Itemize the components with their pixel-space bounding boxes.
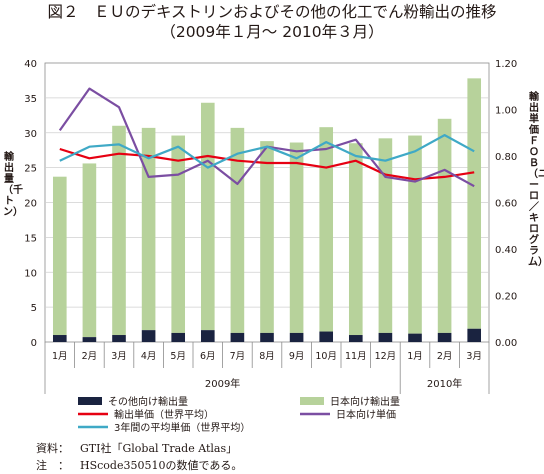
category-label: 3月 xyxy=(466,351,482,362)
right-tick-label: 1.00 xyxy=(495,106,517,117)
bar-other-export xyxy=(230,332,245,342)
bar-other-export xyxy=(112,335,126,342)
category-label: 2月 xyxy=(82,351,98,362)
category-label: 6月 xyxy=(200,351,216,362)
right-tick-label: 0.60 xyxy=(495,199,517,210)
bar-other-export xyxy=(408,333,422,342)
bar-japan-export xyxy=(467,78,482,329)
bar-other-export xyxy=(260,332,274,342)
line-3yr-average xyxy=(59,134,475,169)
legend-japan-unit-price-label: 日本向け単価 xyxy=(336,408,396,421)
chart-title-line2: （2009年１月～ 2010年３月） xyxy=(160,23,384,41)
bar-japan-export xyxy=(437,118,452,333)
category-label: 5月 xyxy=(170,351,186,362)
legend-japan-export-swatch xyxy=(300,397,324,405)
category-label: 3月 xyxy=(111,351,127,362)
footnote-source-key: 資料： xyxy=(36,442,69,455)
category-label: 7月 xyxy=(230,351,246,362)
left-tick-label: 35 xyxy=(24,94,37,105)
category-label: 4月 xyxy=(141,351,157,362)
bar-japan-export xyxy=(141,127,156,331)
legend-other-export-swatch xyxy=(78,397,102,405)
category-label: 11月 xyxy=(345,351,367,362)
category-label: 10月 xyxy=(315,351,337,362)
bar-japan-export xyxy=(230,127,245,333)
bar-japan-export xyxy=(348,143,363,336)
category-label: 1月 xyxy=(407,351,423,362)
category-label: 9月 xyxy=(289,351,305,362)
bar-other-export xyxy=(200,330,215,342)
year-label-2010: 2010年 xyxy=(427,377,462,390)
bar-japan-export xyxy=(200,102,215,331)
bar-other-export xyxy=(319,331,334,342)
category-label: 2月 xyxy=(437,351,453,362)
legend-japan-export-label: 日本向け輸出量 xyxy=(330,395,400,408)
left-tick-label: 10 xyxy=(24,268,37,279)
left-tick-label: 5 xyxy=(31,303,37,314)
bar-japan-export xyxy=(319,127,334,332)
footnote-source-text: GTI社「Global Trade Atlas」 xyxy=(80,442,238,455)
footnote-source: 資料： GTI社「Global Trade Atlas」 xyxy=(36,440,237,456)
right-tick-label: 0.40 xyxy=(495,245,517,256)
category-label: 8月 xyxy=(259,351,275,362)
bar-japan-export xyxy=(82,163,97,338)
left-tick-label: 40 xyxy=(24,59,37,70)
footnote-note-text: HScode350510の数値である。 xyxy=(80,459,243,472)
year-label-2009: 2009年 xyxy=(205,377,240,390)
chart-title-line1: 図２ ＥＵのデキストリンおよびその他の化工でん粉輸出の推移 xyxy=(47,3,497,21)
footnote-note-key: 注 ： xyxy=(36,459,69,472)
right-tick-label: 1.20 xyxy=(495,59,517,70)
left-tick-label: 25 xyxy=(24,164,37,175)
bar-other-export xyxy=(467,328,482,342)
line-unit-price-world xyxy=(59,147,475,181)
left-tick-label: 15 xyxy=(24,233,37,244)
bar-other-export xyxy=(348,335,363,342)
legend-unit-price-world-label: 輸出単価（世界平均） xyxy=(114,408,214,421)
bar-japan-export xyxy=(52,176,67,336)
bar-other-export xyxy=(171,332,186,342)
bar-other-export xyxy=(52,335,67,342)
bar-japan-export xyxy=(171,135,186,333)
bar-other-export xyxy=(378,332,393,342)
bar-other-export xyxy=(437,332,452,342)
right-tick-label: 0.00 xyxy=(495,338,517,349)
bar-other-export xyxy=(289,332,304,342)
bar-japan-export xyxy=(289,142,304,333)
category-label: 12月 xyxy=(375,351,397,362)
left-tick-label: 30 xyxy=(24,129,37,140)
bar-other-export xyxy=(82,337,97,342)
right-axis-label: 輸出単価ＦＯＢ（ユーロ／キログラム） xyxy=(528,92,544,268)
footnote-note: 注 ： HScode350510の数値である。 xyxy=(36,457,242,473)
bar-japan-export xyxy=(260,141,274,333)
left-axis-label: 輸出量（千トン） xyxy=(3,152,23,218)
legend-3yr-average-label: 3年間の平均単価（世界平均） xyxy=(114,421,250,434)
bar-other-export xyxy=(141,330,156,342)
left-tick-label: 20 xyxy=(24,199,37,210)
bar-japan-export xyxy=(408,135,422,334)
right-tick-label: 0.80 xyxy=(495,152,517,163)
left-tick-label: 0 xyxy=(31,338,37,349)
legend-other-export-label: その他向け輸出量 xyxy=(108,395,188,408)
right-tick-label: 0.20 xyxy=(495,292,517,303)
category-label: 1月 xyxy=(52,351,68,362)
bar-japan-export xyxy=(112,125,126,336)
bar-japan-export xyxy=(378,138,393,333)
